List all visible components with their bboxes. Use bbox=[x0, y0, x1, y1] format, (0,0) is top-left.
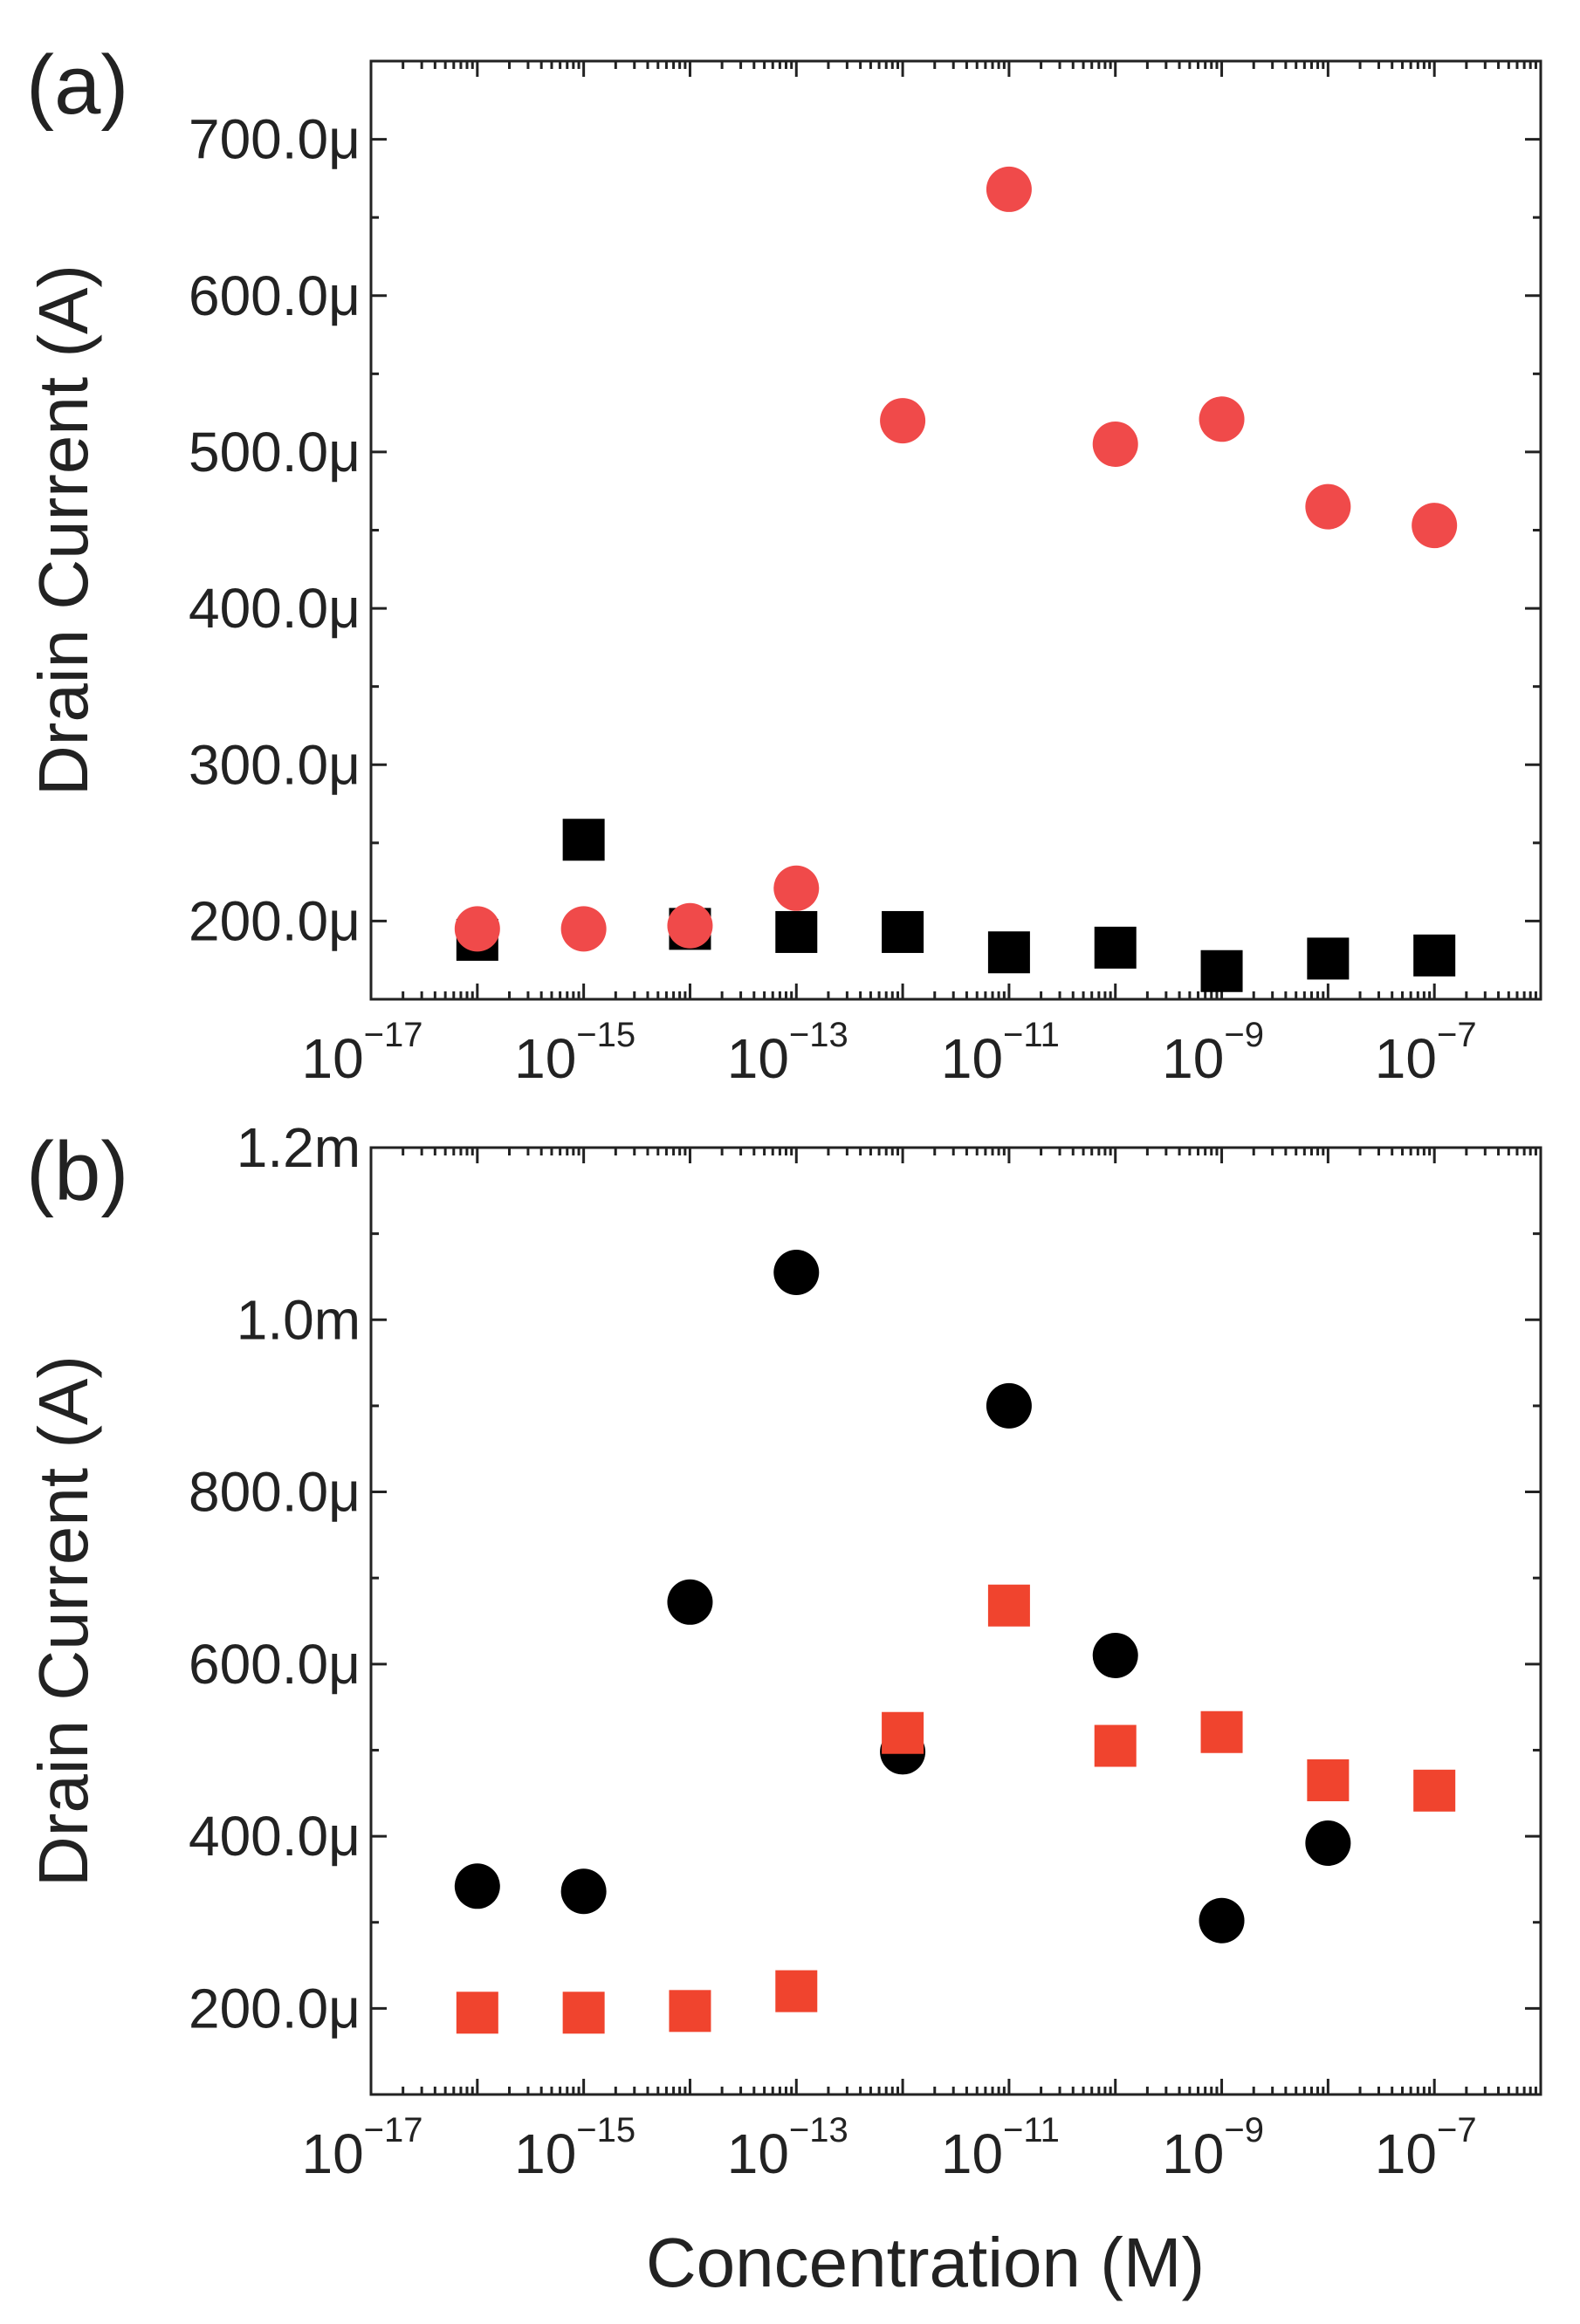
x-tick-base: 10 bbox=[301, 2122, 363, 2185]
x-tick-base: 10 bbox=[301, 1027, 363, 1090]
x-tick-exponent: −13 bbox=[789, 2111, 848, 2149]
x-tick-label: 10−9 bbox=[1162, 1016, 1264, 1090]
x-tick-exponent: −9 bbox=[1224, 1016, 1264, 1054]
x-tick-base: 10 bbox=[1375, 1027, 1437, 1090]
data-point-square bbox=[775, 910, 818, 953]
y-axis-title: Drain Current (A) bbox=[24, 1355, 102, 1887]
x-tick-label: 10−15 bbox=[514, 2111, 635, 2185]
x-tick-base: 10 bbox=[941, 2122, 1003, 2185]
x-tick-exponent: −15 bbox=[576, 1016, 635, 1054]
y-tick-label: 400.0μ bbox=[189, 1805, 361, 1868]
x-tick-label: 10−17 bbox=[301, 1016, 422, 1090]
data-point-square bbox=[882, 910, 924, 953]
y-tick-label: 400.0μ bbox=[189, 577, 361, 640]
data-point-square bbox=[775, 1970, 818, 2012]
data-point-circle bbox=[1305, 483, 1351, 530]
data-point-circle bbox=[667, 1579, 713, 1625]
data-point-circle bbox=[1092, 1632, 1138, 1678]
data-point-square bbox=[1200, 1710, 1243, 1753]
x-tick-exponent: −7 bbox=[1437, 2111, 1477, 2149]
data-point-square bbox=[1307, 1758, 1350, 1801]
x-tick-exponent: −11 bbox=[1003, 1016, 1060, 1054]
y-axis-title: Drain Current (A) bbox=[24, 264, 102, 796]
x-tick-base: 10 bbox=[514, 1027, 576, 1090]
data-point-circle bbox=[1092, 421, 1138, 467]
x-tick-exponent: −11 bbox=[1003, 2111, 1060, 2149]
x-axis-title: Concentration (M) bbox=[646, 2224, 1205, 2301]
plot-frame bbox=[369, 59, 1542, 1001]
data-point-square bbox=[1413, 1769, 1456, 1812]
data-point-square bbox=[1094, 926, 1137, 969]
x-tick-label: 10−13 bbox=[727, 1016, 848, 1090]
y-tick-label: 300.0μ bbox=[189, 733, 361, 796]
panel-a: 10−17 10−15 10−13 10−11 10−9 10−7200.0μ300.0μ… bbox=[24, 38, 1542, 1090]
series-black-squares bbox=[456, 819, 1456, 992]
y-tick-label: 1.2m bbox=[237, 1116, 361, 1179]
x-tick-label: 10−15 bbox=[514, 1016, 635, 1090]
data-point-square bbox=[669, 1990, 711, 2033]
data-point-circle bbox=[1199, 396, 1245, 442]
x-tick-base: 10 bbox=[941, 1027, 1003, 1090]
x-tick-exponent: −7 bbox=[1437, 1016, 1477, 1054]
data-point-square bbox=[562, 1992, 605, 2034]
panel-label: (b) bbox=[26, 1125, 128, 1218]
x-tick-exponent: −15 bbox=[576, 2111, 635, 2149]
x-tick-label: 10−9 bbox=[1162, 2111, 1264, 2185]
data-point-circle bbox=[1412, 503, 1458, 549]
data-point-circle bbox=[986, 1382, 1032, 1429]
data-point-square bbox=[562, 819, 605, 861]
data-point-square bbox=[456, 1992, 498, 2034]
x-tick-base: 10 bbox=[1375, 2122, 1437, 2185]
x-tick-label: 10−17 bbox=[301, 2111, 422, 2185]
y-tick-label: 600.0μ bbox=[189, 1633, 361, 1696]
plot-frame bbox=[369, 1146, 1542, 2096]
data-point-circle bbox=[1199, 1897, 1245, 1944]
x-tick-base: 10 bbox=[727, 1027, 789, 1090]
x-tick-label: 10−7 bbox=[1375, 2111, 1477, 2185]
data-point-square bbox=[1200, 949, 1243, 992]
y-tick-label: 200.0μ bbox=[189, 889, 361, 952]
data-point-circle bbox=[1305, 1820, 1351, 1866]
data-point-square bbox=[1413, 934, 1456, 977]
x-tick-exponent: −13 bbox=[789, 1016, 848, 1054]
x-tick-label: 10−13 bbox=[727, 2111, 848, 2185]
series-red-circles bbox=[454, 166, 1458, 952]
x-tick-exponent: −17 bbox=[364, 1016, 423, 1054]
data-point-circle bbox=[560, 1868, 607, 1915]
data-point-circle bbox=[667, 902, 713, 949]
panel-b: 10−17 10−15 10−13 10−11 10−9 10−7200.0μ400.0μ… bbox=[24, 1116, 1542, 2185]
panel-label: (a) bbox=[26, 38, 128, 132]
data-point-circle bbox=[773, 1250, 820, 1296]
y-tick-label: 600.0μ bbox=[189, 264, 361, 327]
y-tick-label: 200.0μ bbox=[189, 1977, 361, 2039]
data-point-circle bbox=[454, 906, 500, 952]
x-tick-exponent: −17 bbox=[364, 2111, 423, 2149]
y-tick-label: 500.0μ bbox=[189, 421, 361, 483]
series-black-circles bbox=[454, 1250, 1351, 1944]
series-red-squares bbox=[456, 1584, 1456, 2034]
data-point-circle bbox=[880, 398, 926, 444]
data-point-square bbox=[882, 1711, 924, 1754]
x-tick-base: 10 bbox=[727, 2122, 789, 2185]
data-point-square bbox=[1307, 937, 1350, 980]
x-tick-exponent: −9 bbox=[1224, 2111, 1264, 2149]
x-tick-base: 10 bbox=[1162, 1027, 1224, 1090]
data-point-circle bbox=[454, 1863, 500, 1909]
y-tick-label: 1.0m bbox=[237, 1288, 361, 1351]
data-point-square bbox=[987, 1584, 1030, 1627]
x-tick-base: 10 bbox=[514, 2122, 576, 2185]
y-tick-label: 800.0μ bbox=[189, 1461, 361, 1524]
data-point-circle bbox=[773, 865, 820, 911]
data-point-circle bbox=[986, 166, 1032, 212]
x-tick-label: 10−11 bbox=[941, 2111, 1060, 2185]
x-tick-base: 10 bbox=[1162, 2122, 1224, 2185]
data-point-circle bbox=[560, 906, 607, 952]
x-tick-label: 10−7 bbox=[1375, 1016, 1477, 1090]
x-tick-label: 10−11 bbox=[941, 1016, 1060, 1090]
y-tick-label: 700.0μ bbox=[189, 108, 361, 171]
data-point-square bbox=[987, 931, 1030, 974]
data-point-square bbox=[1094, 1724, 1137, 1767]
